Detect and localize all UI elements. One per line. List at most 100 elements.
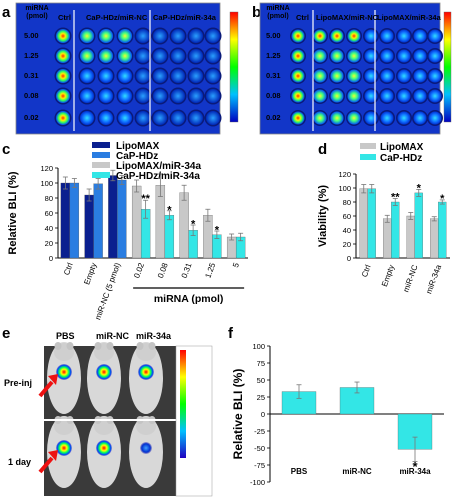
panel-e-letter: e — [2, 325, 11, 342]
plate-a-well — [99, 69, 113, 83]
plate-a-well — [206, 29, 220, 43]
plate-a-well — [56, 89, 70, 103]
category-label: Ctrl — [62, 261, 75, 276]
panel-b-col-mirnc: LipoMAX/miR-NC — [316, 13, 379, 22]
bar-CaP-HDz — [93, 183, 103, 259]
y-tick-label: 40 — [45, 224, 53, 233]
bar-LipoMAX — [359, 188, 368, 259]
plate-a-well — [99, 111, 113, 125]
category-label: miR-34a — [399, 467, 431, 476]
plate-a-well — [118, 29, 132, 43]
plate-b-well — [428, 29, 442, 43]
plate-a-well — [171, 111, 185, 125]
panel-e-col-mirnc: miR-NC — [96, 331, 129, 341]
bar-CaP-HDz — [117, 179, 127, 259]
plate-a-well — [171, 29, 185, 43]
red-arrow-icon — [38, 380, 54, 398]
plate-a-well — [136, 89, 150, 103]
bar-LipoMAX/miR-34a — [179, 192, 189, 259]
bioluminescence-signal — [96, 440, 112, 456]
y-axis-label: Relative BLI (%) — [7, 171, 19, 254]
bar-CaP-HDz — [438, 201, 447, 259]
plate-b-well — [330, 89, 344, 103]
bar-CaP-HDz — [69, 182, 80, 259]
plate-b-row-label: 1.25 — [266, 51, 281, 60]
plate-a-well — [206, 89, 220, 103]
plate-a-row-label: 1.25 — [24, 51, 39, 60]
plate-b-well — [397, 49, 411, 63]
plate-a-well — [153, 69, 167, 83]
plate-b-well — [347, 49, 361, 63]
plate-a-well — [189, 111, 203, 125]
mouse-ear — [94, 342, 102, 350]
y-tick-label: -75 — [254, 461, 265, 470]
significance-marker: * — [417, 182, 422, 194]
panel-a-row-header: miRNA (pmol) — [25, 5, 49, 20]
legend-label: CaP-HDz — [380, 153, 422, 164]
plate-a-well — [99, 29, 113, 43]
plate-b-row-label: 5.00 — [266, 31, 281, 40]
color-scale-bar — [180, 350, 186, 458]
plate-b-well — [397, 111, 411, 125]
bioluminescence-signal — [56, 364, 72, 380]
plate-a-well — [153, 89, 167, 103]
y-tick-label: 25 — [257, 393, 265, 402]
plate-a-well — [56, 69, 70, 83]
category-label: 1.25 — [203, 261, 217, 279]
y-tick-label: 75 — [257, 359, 265, 368]
plate-b-well — [413, 49, 427, 63]
plate-a-well — [80, 89, 94, 103]
y-tick-label: 80 — [45, 194, 53, 203]
plate-a-well — [189, 69, 203, 83]
mouse-ear — [106, 342, 114, 350]
plate-b-well — [380, 111, 394, 125]
bioluminescence-signal — [96, 364, 112, 380]
bar-LipoMAX/miR-34a — [203, 215, 213, 259]
y-tick-label: 80 — [343, 198, 351, 207]
panel-a-letter: a — [2, 4, 11, 21]
plate-b-row-label: 0.31 — [266, 71, 281, 80]
plate-b-well — [347, 89, 361, 103]
y-tick-label: -50 — [254, 444, 265, 453]
plate-b-well — [380, 69, 394, 83]
plate-a-well — [118, 69, 132, 83]
plate-b-row-label: 0.08 — [266, 91, 281, 100]
y-tick-label: -100 — [250, 478, 265, 487]
plate-b-well — [291, 69, 305, 83]
mouse-ear — [136, 342, 144, 350]
bar-CaP-HDz — [391, 201, 400, 259]
category-label: Empty — [380, 264, 396, 288]
bar-CaP-HDz — [367, 188, 376, 259]
category-label: miR-34a — [424, 263, 443, 295]
plate-a-well — [153, 111, 167, 125]
plate-a-well — [136, 69, 150, 83]
bar-LipoMAX/miR-34a — [131, 185, 142, 259]
y-tick-label: 120 — [40, 164, 53, 173]
bioluminescence-signal — [56, 440, 72, 456]
category-label: 0.31 — [180, 261, 194, 279]
plate-a-well — [99, 49, 113, 63]
plate-a-well — [136, 29, 150, 43]
plate-b-well — [291, 29, 305, 43]
plate-b-well — [413, 69, 427, 83]
plate-b-well — [313, 69, 327, 83]
plate-a-well — [206, 49, 220, 63]
mouse-ear — [66, 342, 74, 350]
x-axis-label: miRNA (pmol) — [154, 293, 224, 305]
plate-b-well — [330, 69, 344, 83]
y-tick-label: 100 — [338, 184, 351, 193]
panel-c-chart: 0 20 40 60 80 100 120 Relative BLI (%) Ctrl Empty… — [7, 141, 248, 321]
plate-a-well — [189, 29, 203, 43]
plate-a-well — [206, 111, 220, 125]
plate-b-well — [413, 29, 427, 43]
plate-a-well — [99, 89, 113, 103]
panel-a-col-ctrl: Ctrl — [58, 13, 71, 22]
y-axis-label: Viability (%) — [317, 185, 329, 247]
y-tick-label: 0 — [261, 410, 265, 419]
plate-a-well — [118, 89, 132, 103]
significance-marker: * — [215, 225, 220, 237]
plate-a-well — [118, 111, 132, 125]
legend-swatch — [92, 172, 110, 178]
plate-a-well — [136, 49, 150, 63]
plate-a-well — [56, 29, 70, 43]
